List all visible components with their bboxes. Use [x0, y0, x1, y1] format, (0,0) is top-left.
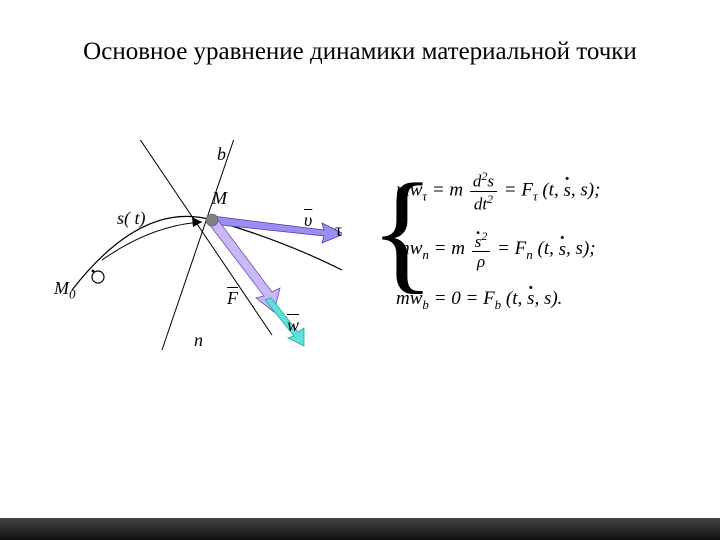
v-vector-label: υ [304, 210, 312, 231]
equation-b: mwb = 0 = Fb (t, s, s). [396, 288, 688, 313]
point-M-label: M [212, 188, 227, 209]
equation-tau: mwτ = m d2s dt2 = Fτ (t, s, s); [396, 170, 688, 212]
brace-icon: { [370, 164, 435, 299]
w-vector-label: w [287, 315, 299, 336]
axis-n-label: n [194, 330, 203, 351]
equations-block: { mwτ = m d2s dt2 = Fτ (t, s, s); mwn = … [388, 170, 688, 331]
tau-label: τ [335, 220, 342, 241]
point-M0-label: M0 [54, 278, 76, 303]
axis-n [137, 140, 272, 335]
F-vector-label: F [227, 288, 238, 309]
arc-length-label: s( t) [117, 208, 146, 229]
axis-b-label: b [217, 144, 226, 165]
vector-F [206, 220, 280, 312]
page-title: Основное уравнение динамики материальной… [0, 36, 720, 67]
equation-n: mwn = m s2 ρ = Fn (t, s, s); [396, 230, 688, 270]
point-M [206, 214, 218, 226]
point-M0 [92, 271, 104, 283]
trajectory-diagram: b n M M0 s( t) τ υ F w [42, 140, 342, 360]
slide-footer-bar [0, 518, 720, 540]
